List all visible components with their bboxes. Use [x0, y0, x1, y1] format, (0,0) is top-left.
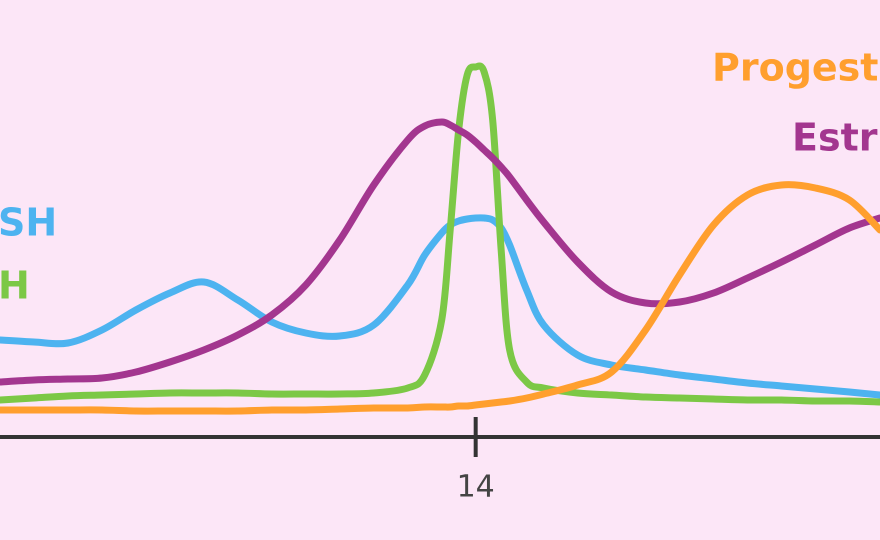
x-tick-label: 14: [457, 470, 495, 505]
series-label: Estr: [792, 116, 878, 160]
series-label: H: [0, 264, 30, 308]
hormone-line: [0, 62, 880, 406]
series-label: Progeste: [712, 46, 880, 90]
hormone-line: [0, 181, 880, 415]
series-label: SH: [0, 201, 57, 245]
hormone-line: [0, 118, 880, 386]
hormone-line: [0, 214, 880, 399]
